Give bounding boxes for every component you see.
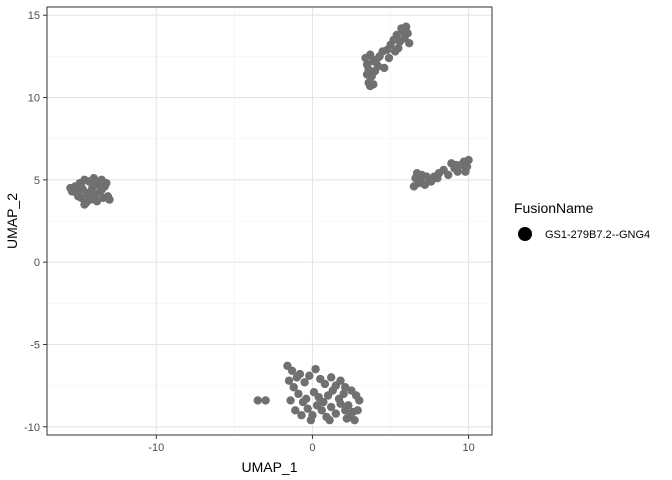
data-point bbox=[305, 371, 314, 380]
data-point bbox=[384, 53, 394, 63]
x-axis: -10 0 10 bbox=[148, 435, 475, 454]
data-point bbox=[88, 183, 97, 193]
data-point bbox=[353, 406, 362, 415]
y-tick-label: 0 bbox=[34, 257, 40, 269]
data-point bbox=[92, 197, 102, 206]
data-point bbox=[355, 396, 364, 405]
data-point bbox=[403, 29, 412, 38]
data-point bbox=[105, 195, 114, 204]
data-point bbox=[405, 39, 414, 48]
data-point bbox=[306, 415, 316, 425]
data-point bbox=[392, 30, 401, 40]
grid-layer bbox=[47, 7, 492, 435]
y-tick-label: -5 bbox=[30, 339, 40, 351]
data-point bbox=[433, 174, 442, 183]
data-point bbox=[80, 200, 89, 209]
data-point bbox=[415, 177, 425, 186]
data-point bbox=[301, 394, 311, 403]
points-layer bbox=[66, 22, 473, 425]
data-point bbox=[390, 47, 400, 56]
data-point bbox=[295, 369, 305, 379]
data-point bbox=[366, 50, 375, 59]
y-tick-label: 15 bbox=[28, 10, 40, 22]
data-point bbox=[369, 80, 378, 89]
data-point bbox=[350, 415, 359, 425]
data-point bbox=[77, 182, 86, 191]
y-axis-title: UMAP_2 bbox=[4, 193, 20, 249]
data-point bbox=[320, 379, 330, 389]
data-point bbox=[325, 415, 334, 425]
data-point bbox=[287, 366, 297, 375]
data-point bbox=[444, 170, 453, 180]
data-point bbox=[303, 404, 312, 413]
data-point bbox=[286, 396, 295, 405]
data-point bbox=[397, 24, 406, 33]
data-point bbox=[362, 70, 372, 79]
plot-panel-border bbox=[46, 6, 493, 436]
data-point bbox=[253, 396, 262, 405]
data-point bbox=[261, 396, 270, 405]
x-axis-title: UMAP_1 bbox=[241, 459, 297, 475]
y-tick-label: -10 bbox=[24, 422, 40, 434]
data-point bbox=[331, 409, 341, 418]
data-point bbox=[326, 373, 336, 382]
y-tick-label: 10 bbox=[28, 93, 40, 105]
data-point bbox=[464, 155, 473, 165]
data-point bbox=[461, 167, 470, 176]
data-point bbox=[317, 406, 327, 415]
data-point bbox=[311, 364, 320, 374]
data-point bbox=[297, 411, 306, 420]
data-point bbox=[319, 397, 328, 407]
x-tick-label: -10 bbox=[148, 442, 164, 454]
data-point bbox=[451, 160, 461, 170]
x-tick-label: 0 bbox=[309, 442, 315, 454]
data-point bbox=[344, 401, 353, 410]
data-point bbox=[412, 169, 422, 178]
legend-title: FusionName bbox=[514, 200, 594, 216]
data-point bbox=[91, 177, 100, 186]
data-point bbox=[339, 389, 348, 399]
data-point bbox=[336, 376, 345, 385]
data-point bbox=[284, 376, 294, 385]
data-point bbox=[84, 192, 94, 201]
legend-key-marker bbox=[518, 227, 532, 241]
data-point bbox=[341, 383, 350, 392]
data-point bbox=[326, 402, 336, 412]
x-tick-label: 10 bbox=[462, 442, 474, 454]
legend-entry-label: GS1-279B7.2--GNG4 bbox=[545, 229, 650, 241]
data-point bbox=[72, 188, 81, 198]
data-point bbox=[453, 167, 462, 176]
data-point bbox=[294, 389, 303, 399]
data-point bbox=[291, 406, 300, 415]
data-point bbox=[380, 63, 389, 73]
data-point bbox=[97, 185, 106, 194]
legend: FusionName GS1-279B7.2--GNG4 bbox=[514, 200, 650, 241]
data-point bbox=[289, 383, 298, 392]
data-point bbox=[300, 378, 309, 387]
data-point bbox=[426, 177, 436, 186]
data-point bbox=[102, 178, 111, 188]
data-point bbox=[342, 414, 351, 423]
y-tick-label: 5 bbox=[34, 175, 40, 187]
y-axis: -10 -5 0 5 10 15 bbox=[24, 10, 47, 434]
data-point bbox=[328, 386, 337, 395]
